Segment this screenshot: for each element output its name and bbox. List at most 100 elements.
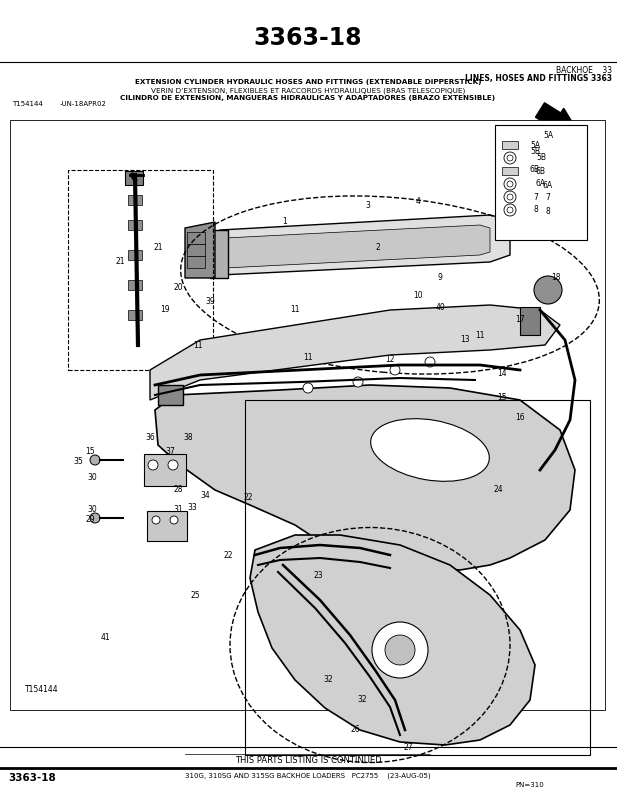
Text: 20: 20 xyxy=(173,283,183,293)
Text: 5A: 5A xyxy=(543,131,553,140)
Text: 6A: 6A xyxy=(536,180,546,188)
Text: 8: 8 xyxy=(545,208,550,217)
Polygon shape xyxy=(150,305,560,400)
Circle shape xyxy=(90,455,100,465)
Text: 31: 31 xyxy=(173,505,183,515)
Ellipse shape xyxy=(371,419,489,481)
Text: 30: 30 xyxy=(87,505,97,515)
Text: PN=310: PN=310 xyxy=(516,782,544,788)
Circle shape xyxy=(353,377,363,387)
Text: 21: 21 xyxy=(115,257,125,266)
Text: 15: 15 xyxy=(497,394,507,403)
Text: 34: 34 xyxy=(200,491,210,500)
Text: 26: 26 xyxy=(350,726,360,735)
Bar xyxy=(187,244,205,256)
Bar xyxy=(125,171,143,185)
Text: 6B: 6B xyxy=(536,167,546,176)
Text: 33: 33 xyxy=(187,504,197,512)
Text: 37: 37 xyxy=(165,448,175,456)
Bar xyxy=(520,307,540,335)
Text: 1: 1 xyxy=(283,217,288,226)
Text: 16: 16 xyxy=(515,414,525,423)
FancyBboxPatch shape xyxy=(144,454,186,486)
Text: 40: 40 xyxy=(435,303,445,313)
Text: 3363-18: 3363-18 xyxy=(8,773,56,783)
Text: THIS PARTS LISTING IS CONTINUED: THIS PARTS LISTING IS CONTINUED xyxy=(234,756,381,765)
Text: 6B: 6B xyxy=(530,165,540,175)
Text: 38: 38 xyxy=(183,434,193,443)
Text: 3: 3 xyxy=(365,200,370,209)
Text: 32: 32 xyxy=(357,695,367,704)
Text: 5A: 5A xyxy=(530,140,540,149)
FancyArrow shape xyxy=(536,103,580,135)
Text: 32: 32 xyxy=(323,675,333,684)
Text: 23: 23 xyxy=(313,570,323,580)
Text: 5B: 5B xyxy=(536,153,546,163)
Bar xyxy=(502,167,518,175)
Circle shape xyxy=(534,276,562,304)
Text: 22: 22 xyxy=(223,550,233,560)
Text: 7: 7 xyxy=(545,192,550,201)
Polygon shape xyxy=(220,215,510,275)
Text: 29: 29 xyxy=(85,516,95,525)
Text: 9: 9 xyxy=(437,273,442,282)
Text: 11: 11 xyxy=(193,341,203,350)
Text: 12: 12 xyxy=(385,355,395,364)
Circle shape xyxy=(170,516,178,524)
Text: 13: 13 xyxy=(460,335,470,345)
Text: 8: 8 xyxy=(533,205,538,214)
Circle shape xyxy=(152,516,160,524)
Polygon shape xyxy=(250,535,535,745)
Text: 19: 19 xyxy=(160,306,170,314)
Text: 14: 14 xyxy=(497,368,507,378)
Text: VERIN D’EXTENSION, FLEXIBLES ET RACCORDS HYDRAULIQUES (BRAS TELESCOPIQUE): VERIN D’EXTENSION, FLEXIBLES ET RACCORDS… xyxy=(151,87,465,94)
Circle shape xyxy=(168,460,178,470)
Text: 11: 11 xyxy=(475,330,485,339)
Text: 2: 2 xyxy=(376,244,380,253)
Circle shape xyxy=(90,513,100,523)
Text: LINES, HOSES AND FITTINGS 3363: LINES, HOSES AND FITTINGS 3363 xyxy=(465,74,612,83)
Text: 3363-18: 3363-18 xyxy=(254,26,362,50)
Bar xyxy=(128,310,142,320)
Bar xyxy=(68,170,213,370)
Bar xyxy=(158,385,183,405)
Polygon shape xyxy=(225,225,490,268)
FancyBboxPatch shape xyxy=(147,511,187,541)
Bar xyxy=(210,230,228,278)
Text: 25: 25 xyxy=(190,590,200,600)
Text: 35: 35 xyxy=(73,457,83,467)
Bar xyxy=(245,400,590,755)
Text: 24: 24 xyxy=(493,485,503,495)
Bar xyxy=(495,125,587,240)
Text: EXTENSION CYLINDER HYDRAULIC HOSES AND FITTINGS (EXTENDABLE DIPPERSTICK): EXTENSION CYLINDER HYDRAULIC HOSES AND F… xyxy=(135,79,481,85)
Text: 36: 36 xyxy=(145,434,155,443)
Text: 39: 39 xyxy=(205,298,215,306)
Text: 27: 27 xyxy=(403,743,413,752)
Text: 5B: 5B xyxy=(530,148,540,156)
Text: 15: 15 xyxy=(85,448,95,456)
Text: 22: 22 xyxy=(243,493,253,503)
Text: T154144: T154144 xyxy=(25,686,59,695)
Bar xyxy=(128,280,142,290)
Circle shape xyxy=(148,460,158,470)
Text: 17: 17 xyxy=(515,315,525,325)
Bar xyxy=(10,120,605,710)
Bar xyxy=(128,220,142,230)
Text: T154144: T154144 xyxy=(12,101,43,107)
Circle shape xyxy=(390,365,400,375)
Text: 10: 10 xyxy=(413,290,423,299)
Circle shape xyxy=(372,622,428,678)
Bar xyxy=(187,256,205,268)
Text: BACKHOE    33: BACKHOE 33 xyxy=(556,66,612,75)
Text: 11: 11 xyxy=(303,354,313,363)
Circle shape xyxy=(385,635,415,665)
Bar xyxy=(187,232,205,244)
Text: CILINDRO DE EXTENSION, MANGUERAS HIDRAULICAS Y ADAPTADORES (BRAZO EXTENSIBLE): CILINDRO DE EXTENSION, MANGUERAS HIDRAUL… xyxy=(120,95,495,101)
Bar xyxy=(128,195,142,205)
Text: 11: 11 xyxy=(290,306,300,314)
Text: 7: 7 xyxy=(533,192,538,201)
Text: 28: 28 xyxy=(173,485,183,495)
Text: 310G, 310SG AND 315SG BACKHOE LOADERS   PC2755    (23-AUG-05): 310G, 310SG AND 315SG BACKHOE LOADERS PC… xyxy=(185,773,431,780)
Circle shape xyxy=(303,383,313,393)
Text: 4: 4 xyxy=(416,197,420,206)
